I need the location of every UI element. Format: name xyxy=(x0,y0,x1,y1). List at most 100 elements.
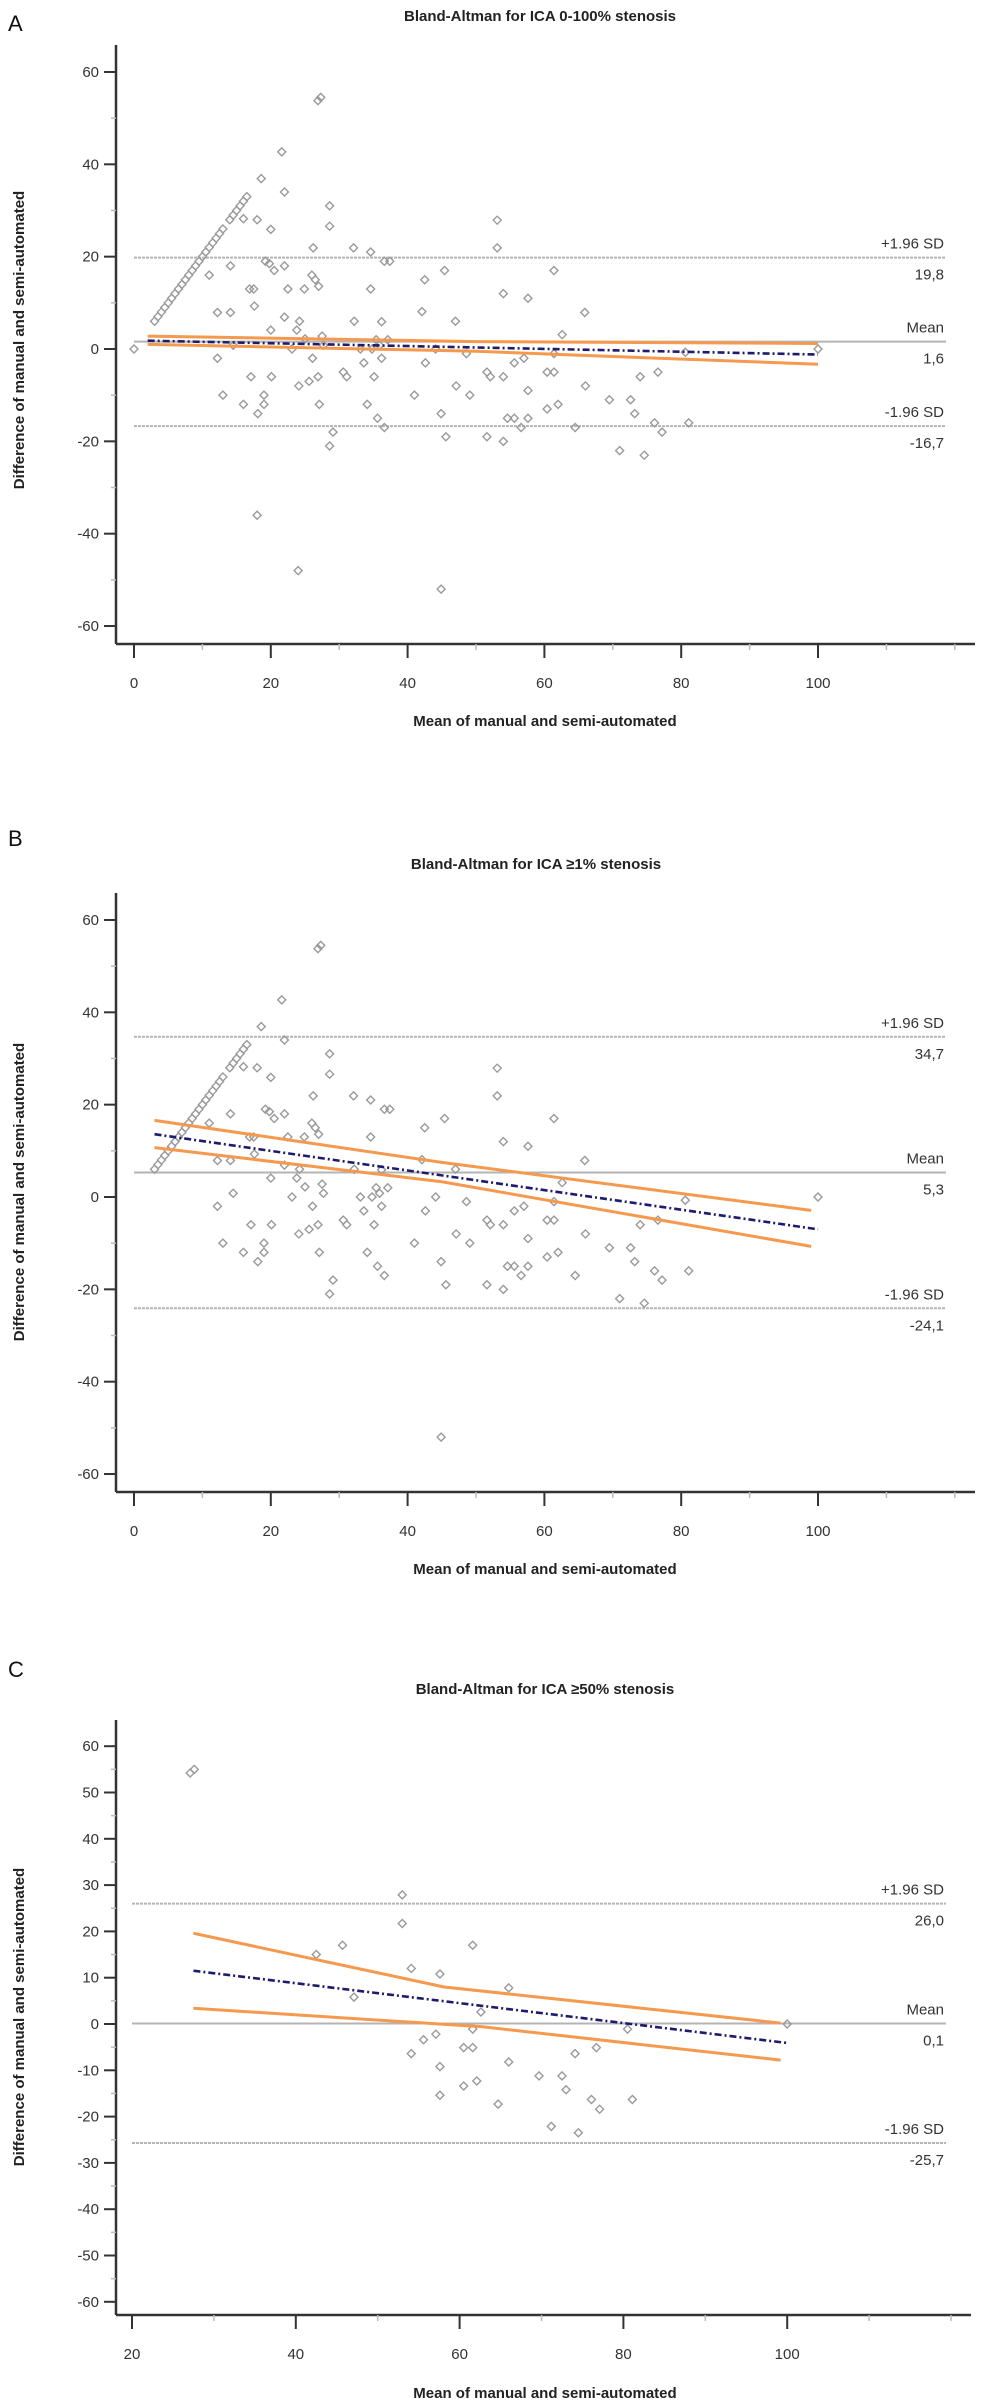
data-point xyxy=(314,399,325,410)
data-point xyxy=(324,1069,335,1080)
data-point xyxy=(379,1104,390,1115)
upper-loa-label: +1.96 SD xyxy=(881,1882,944,1899)
ci-upper-line xyxy=(193,1931,781,2025)
data-point xyxy=(238,399,249,410)
data-point xyxy=(542,1215,553,1226)
data-point xyxy=(420,357,431,368)
data-point xyxy=(214,1076,225,1087)
mean-label: Mean xyxy=(906,1151,944,1168)
data-point xyxy=(475,2006,486,2017)
data-point xyxy=(348,242,359,253)
data-point xyxy=(376,316,387,327)
data-point xyxy=(782,2019,793,2029)
data-point xyxy=(419,1122,430,1133)
data-point xyxy=(200,247,211,258)
data-point xyxy=(152,311,163,322)
data-point xyxy=(625,1242,636,1253)
data-point xyxy=(238,1247,249,1258)
data-point xyxy=(629,408,640,419)
data-point xyxy=(534,2070,545,2081)
data-point xyxy=(238,1061,249,1072)
data-point xyxy=(570,2048,581,2059)
upper-loa-value: 19,8 xyxy=(915,267,944,284)
data-point xyxy=(580,1228,591,1239)
data-point xyxy=(252,1062,263,1073)
data-point xyxy=(129,344,139,354)
data-point xyxy=(190,1108,201,1119)
data-point xyxy=(397,1889,408,1900)
data-point xyxy=(248,283,259,294)
data-point xyxy=(358,1205,369,1216)
mean-label: Mean xyxy=(906,2002,944,2019)
data-point xyxy=(509,1261,520,1272)
data-point xyxy=(458,2081,469,2092)
panel-letter-b: B xyxy=(8,826,23,851)
data-point xyxy=(348,1090,359,1101)
data-point xyxy=(420,1205,431,1216)
x-tick-label: 40 xyxy=(287,2346,304,2363)
data-point xyxy=(498,1219,509,1230)
data-point xyxy=(307,353,318,364)
regression-line xyxy=(147,339,819,356)
data-point xyxy=(156,1155,167,1166)
data-point xyxy=(245,371,256,382)
data-point xyxy=(212,307,223,318)
data-point xyxy=(518,353,529,364)
data-point xyxy=(382,334,393,345)
x-tick-label: 60 xyxy=(536,1523,553,1540)
data-point xyxy=(625,394,636,405)
data-point xyxy=(252,1256,263,1267)
data-point xyxy=(556,2070,567,2081)
data-point xyxy=(314,1247,325,1258)
x-tick-label: 20 xyxy=(124,2346,141,2363)
y-tick-label: 50 xyxy=(82,1785,99,1802)
y-tick-label: -30 xyxy=(77,2155,99,2172)
data-point xyxy=(245,1219,256,1230)
data-point xyxy=(293,1228,304,1239)
y-axis-label-a: Difference of manual and semi-automated xyxy=(11,191,28,489)
data-point xyxy=(573,2127,584,2138)
y-tick-label: 40 xyxy=(82,1004,99,1021)
data-point xyxy=(358,357,369,368)
data-point xyxy=(304,1224,315,1235)
data-point xyxy=(553,399,564,410)
mean-value: 0,1 xyxy=(923,2033,944,2050)
data-point xyxy=(614,445,625,456)
data-point xyxy=(294,1164,305,1175)
data-point xyxy=(379,1270,390,1281)
lower-loa-label: -1.96 SD xyxy=(885,2121,944,2138)
data-point xyxy=(166,293,177,304)
data-point xyxy=(467,1940,478,1951)
x-axis-label-b: Mean of manual and semi-automated xyxy=(413,1561,676,1578)
data-point xyxy=(306,270,317,281)
data-point xyxy=(304,376,315,387)
data-point xyxy=(683,1265,694,1276)
data-point xyxy=(256,173,267,184)
data-point xyxy=(649,1265,660,1276)
y-tick-label: -20 xyxy=(77,2109,99,2126)
x-tick-label: 0 xyxy=(130,1523,138,1540)
data-point xyxy=(522,413,533,424)
data-point xyxy=(341,371,352,382)
data-point xyxy=(406,1963,417,1974)
data-point xyxy=(522,1141,533,1152)
data-point xyxy=(211,1081,222,1092)
regression-line xyxy=(193,1969,788,2045)
data-point xyxy=(409,1238,420,1249)
ci-lower-line xyxy=(193,2006,781,2062)
x-tick-label: 80 xyxy=(615,2346,632,2363)
data-point xyxy=(310,1122,321,1133)
mean-label: Mean xyxy=(906,320,944,337)
data-point xyxy=(481,1215,492,1226)
data-point xyxy=(365,283,376,294)
data-point xyxy=(436,584,447,595)
y-tick-label: -60 xyxy=(77,618,99,635)
data-point xyxy=(492,215,503,226)
data-point xyxy=(542,367,553,378)
data-point xyxy=(291,1173,302,1184)
data-point xyxy=(287,1192,297,1202)
x-tick-label: 40 xyxy=(399,1523,416,1540)
data-point xyxy=(498,1284,509,1295)
data-point xyxy=(224,1062,235,1073)
y-axis-label-b: Difference of manual and semi-automated xyxy=(11,1043,28,1341)
